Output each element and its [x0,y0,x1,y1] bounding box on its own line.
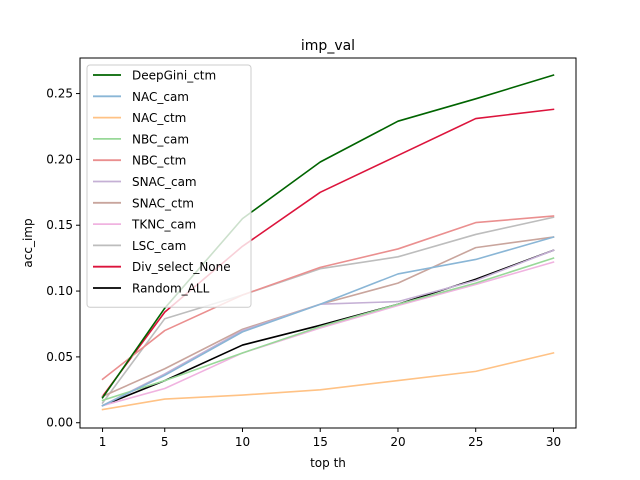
series-line-lsc-cam [101,216,555,405]
series-line-nbc-cam [101,257,555,402]
y-tick-label: 0.15 [46,218,73,232]
y-tick-label: 0.25 [46,87,73,101]
x-tick-label: 15 [313,435,328,449]
y-tick-label: 0.05 [46,350,73,364]
x-tick-label: 30 [546,435,561,449]
x-tick-label: 5 [161,435,169,449]
x-axis: 1 5 10 15 20 25 30 [99,428,561,449]
x-tick-label: 20 [390,435,405,449]
legend-label: NBC_ctm [132,154,186,168]
y-axis-label: acc_imp [21,218,35,267]
legend-label: Random_ALL [132,282,210,296]
legend-label: NAC_cam [132,90,189,104]
series-layer [101,74,555,411]
x-axis-label: top th [310,456,346,470]
series-line-nac-cam [101,236,555,407]
legend-label: LSC_cam [132,239,186,253]
x-tick-label: 10 [235,435,250,449]
series-line-div-select-none [101,108,555,398]
y-axis: 0.00 0.05 0.10 0.15 0.20 0.25 [46,87,80,430]
legend-label: NAC_ctm [132,111,186,125]
plot-area-frame [79,57,577,429]
series-line-nbc-ctm [101,215,555,381]
y-tick-label: 0.20 [46,152,73,166]
legend: DeepGini_ctm NAC_cam NAC_ctm NBC_cam NBC_ctm… [86,64,252,308]
y-tick-label: 0.10 [46,284,73,298]
series-line-deepgini-ctm [101,74,555,399]
legend-box [86,64,252,308]
legend-label: SNAC_cam [132,175,197,189]
series-line-tknc-cam [101,261,555,407]
y-tick-label: 0.00 [46,416,73,430]
x-tick-label: 25 [468,435,483,449]
chart-title: imp_val [301,38,355,54]
legend-label: DeepGini_ctm [132,69,216,83]
legend-label: NBC_cam [132,132,189,146]
x-tick-label: 1 [99,435,107,449]
legend-label: Div_select_None [132,260,231,274]
legend-label: SNAC_ctm [132,196,194,210]
legend-label: TKNC_cam [131,218,196,232]
series-line-nac-ctm [101,351,555,411]
